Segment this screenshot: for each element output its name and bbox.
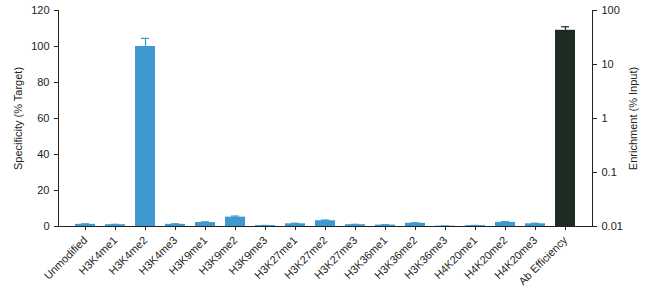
svg-text:80: 80 <box>37 76 49 88</box>
svg-text:Unmodified: Unmodified <box>41 233 90 282</box>
svg-text:H3K9me1: H3K9me1 <box>166 233 210 277</box>
svg-text:H3K27me3: H3K27me3 <box>312 233 360 282</box>
svg-text:100: 100 <box>602 4 620 16</box>
svg-text:Ab Efficiency: Ab Efficiency <box>516 233 570 287</box>
svg-text:Specificity (% Target): Specificity (% Target) <box>12 67 24 170</box>
svg-text:H3K4me1: H3K4me1 <box>76 233 120 277</box>
svg-text:H4K20me1: H4K20me1 <box>432 233 480 282</box>
svg-text:H3K27me2: H3K27me2 <box>282 233 330 282</box>
svg-text:40: 40 <box>37 148 49 160</box>
svg-text:0: 0 <box>43 220 49 232</box>
svg-text:60: 60 <box>37 112 49 124</box>
svg-text:H3K27me1: H3K27me1 <box>252 233 300 282</box>
svg-text:H4K20me2: H4K20me2 <box>462 233 510 282</box>
svg-text:H3K36me1: H3K36me1 <box>342 233 390 282</box>
svg-text:H4K20me3: H4K20me3 <box>492 233 540 282</box>
svg-text:H3K4me2: H3K4me2 <box>106 233 150 277</box>
svg-text:H3K4me3: H3K4me3 <box>136 233 180 277</box>
svg-text:Enrichment (% Input): Enrichment (% Input) <box>627 67 639 170</box>
svg-text:120: 120 <box>31 4 49 16</box>
svg-text:0.01: 0.01 <box>602 220 623 232</box>
svg-text:0.1: 0.1 <box>602 166 617 178</box>
svg-text:100: 100 <box>31 40 49 52</box>
svg-text:H3K36me2: H3K36me2 <box>372 233 420 282</box>
svg-text:10: 10 <box>602 58 614 70</box>
svg-text:1: 1 <box>602 112 608 124</box>
svg-text:H3K9me3: H3K9me3 <box>226 233 270 277</box>
svg-text:20: 20 <box>37 184 49 196</box>
svg-text:H3K9me2: H3K9me2 <box>196 233 240 277</box>
svg-text:H3K36me3: H3K36me3 <box>402 233 450 282</box>
